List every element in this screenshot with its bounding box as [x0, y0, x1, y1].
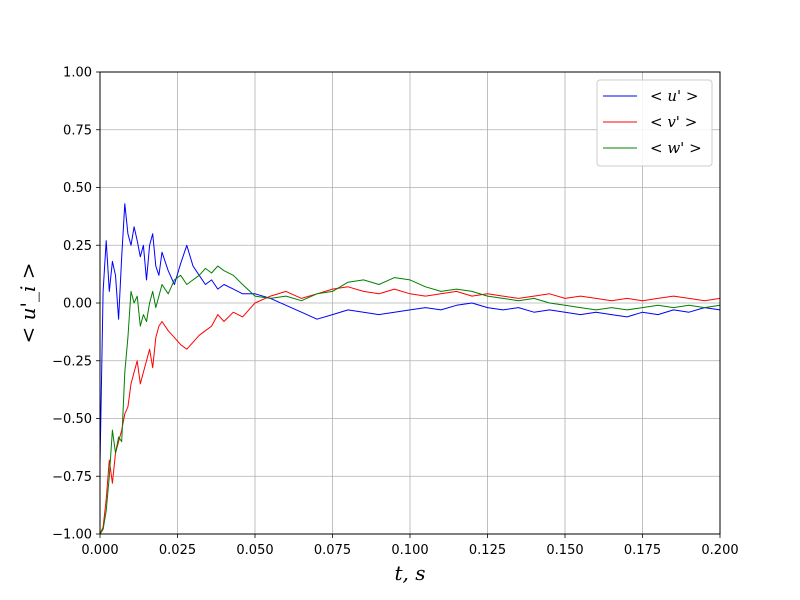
y-tick-label: 0.50	[63, 181, 92, 196]
y-tick-label: −0.75	[52, 470, 92, 485]
x-tick-label: 0.125	[469, 543, 506, 558]
y-axis-ticks: 1.00 0.75 0.50 0.25 0.00 −0.25 −0.50 −0.75 −1.00	[52, 66, 100, 543]
y-tick-label: 1.00	[63, 66, 92, 81]
x-tick-label: 0.150	[546, 543, 583, 558]
y-tick-label: 0.00	[63, 297, 92, 312]
legend-box	[596, 79, 713, 167]
y-axis-label: < u'_i >	[16, 262, 40, 343]
x-tick-label: 0.050	[236, 543, 273, 558]
series-line-3	[99, 265, 721, 535]
x-axis-ticks: 0.000 0.025 0.050 0.075 0.100 0.125 0.150 0.175…	[81, 534, 739, 558]
x-tick-label: 0.075	[314, 543, 351, 558]
series-layer	[99, 203, 721, 535]
series-line-1	[99, 203, 721, 465]
y-tick-label: 0.75	[63, 123, 92, 138]
legend-label-3: < w' >	[650, 139, 702, 157]
y-tick-label: −0.50	[52, 412, 92, 427]
x-tick-label: 0.200	[701, 543, 738, 558]
y-tick-label: −0.25	[52, 354, 92, 369]
x-tick-label: 0.025	[159, 543, 196, 558]
legend-label-2: < v' >	[650, 113, 697, 131]
legend: < u' > < v' > < w' >	[596, 79, 713, 167]
legend-label-1: < u' >	[650, 87, 698, 105]
y-tick-label: −1.00	[52, 528, 92, 543]
x-tick-label: 0.000	[81, 543, 118, 558]
x-tick-label: 0.175	[624, 543, 661, 558]
x-axis-label: t, s	[394, 561, 425, 585]
x-tick-label: 0.100	[391, 543, 428, 558]
y-tick-label: 0.25	[63, 239, 92, 254]
series-line-2	[99, 286, 721, 535]
